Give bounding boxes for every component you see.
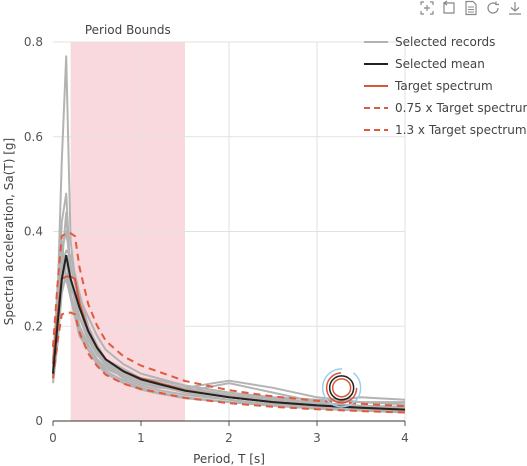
selected-record-line	[52, 277, 406, 408]
period-bounds-label: Period Bounds	[85, 23, 171, 37]
chart-legend: Selected records Selected mean Target spec…	[363, 31, 527, 141]
legend-item[interactable]: 0.75 x Target spectrum	[363, 97, 527, 119]
legend-label: 1.3 x Target spectrum	[395, 123, 527, 137]
y-axis-label: Spectral acceleration, Sa(T) [g]	[2, 138, 16, 325]
loading-ring	[331, 378, 352, 398]
loading-ring	[328, 375, 355, 401]
legend-swatch-icon	[363, 124, 389, 136]
selected-record-line	[52, 192, 406, 406]
legend-label: 0.75 x Target spectrum	[395, 101, 527, 115]
legend-swatch-icon	[363, 102, 389, 114]
zoom-reset-icon[interactable]	[441, 0, 457, 16]
legend-item[interactable]: Target spectrum	[363, 75, 527, 97]
legend-label: Selected records	[395, 35, 496, 49]
loading-ring	[321, 368, 362, 408]
download-icon[interactable]	[507, 0, 523, 16]
target-075-line	[52, 311, 406, 414]
loading-ring	[325, 372, 358, 404]
chart-toolbar	[419, 0, 523, 18]
legend-item[interactable]: Selected records	[363, 31, 527, 53]
y-tick-label: 0.8	[24, 35, 43, 49]
legend-label: Target spectrum	[395, 79, 493, 93]
legend-label: Selected mean	[395, 57, 485, 71]
legend-item[interactable]: Selected mean	[363, 53, 527, 75]
y-tick-label: 0.6	[24, 130, 43, 144]
data-view-icon[interactable]	[463, 0, 479, 16]
x-tick-label: 1	[137, 431, 145, 445]
y-tick-label: 0	[35, 414, 43, 428]
x-tick-label: 0	[49, 431, 57, 445]
legend-swatch-icon	[363, 80, 389, 92]
zoom-region-icon[interactable]	[419, 0, 435, 16]
selected-mean-line	[52, 255, 406, 411]
legend-item[interactable]: 1.3 x Target spectrum	[363, 119, 527, 141]
x-tick-label: 2	[225, 431, 233, 445]
legend-swatch-icon	[363, 36, 389, 48]
x-axis-label: Period, T [s]	[193, 452, 265, 466]
x-tick-label: 3	[313, 431, 321, 445]
restore-icon[interactable]	[485, 0, 501, 16]
y-tick-label: 0.4	[24, 225, 43, 239]
y-tick-label: 0.2	[24, 319, 43, 333]
legend-swatch-icon	[363, 58, 389, 70]
x-tick-label: 4	[401, 431, 409, 445]
